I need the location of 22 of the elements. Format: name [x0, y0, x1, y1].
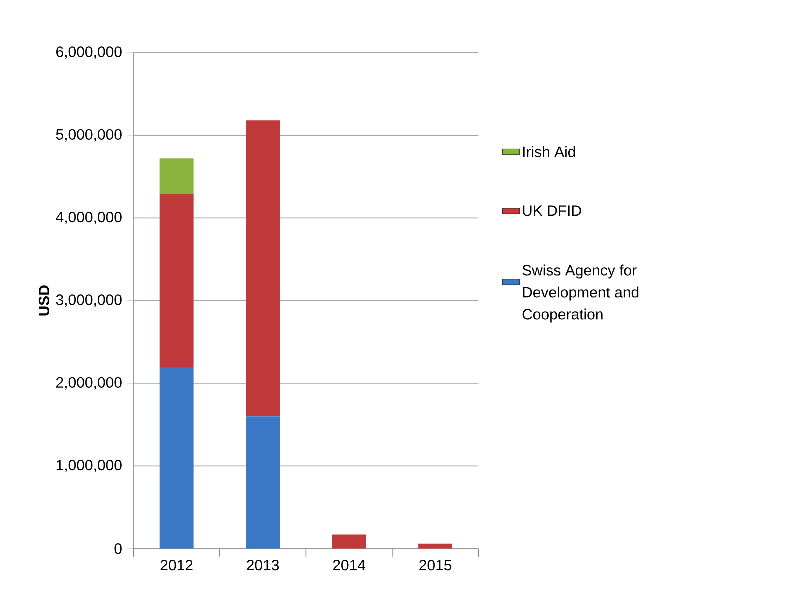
bar	[418, 544, 453, 549]
bar	[160, 194, 194, 368]
x-tick-label: 2014	[333, 560, 366, 571]
bar	[160, 158, 194, 194]
y-tick-label: 4,000,000	[56, 212, 122, 224]
x-tick-label: 2012	[160, 560, 193, 571]
bar	[332, 534, 366, 549]
bar	[246, 416, 280, 549]
y-tick-label: 6,000,000	[56, 46, 122, 60]
bar	[246, 120, 280, 417]
y-tick-label: 5,000,000	[56, 129, 122, 142]
x-tick-label: 2013	[247, 560, 280, 571]
y-tick-label: 2,000,000	[56, 377, 122, 390]
bar	[160, 367, 194, 549]
legend-label: UK DFID	[523, 206, 582, 216]
legend-label: Irish Aid	[523, 146, 576, 158]
y-tick-label: 1,000,000	[56, 460, 122, 472]
x-tick-label: 2015	[420, 560, 452, 571]
y-tick-label: 3,000,000	[56, 294, 122, 308]
y-axis-title: USD	[38, 286, 50, 316]
y-tick-label: 0	[114, 544, 122, 554]
legend-label: Swiss Agency for Development and Cooperation	[522, 264, 639, 323]
